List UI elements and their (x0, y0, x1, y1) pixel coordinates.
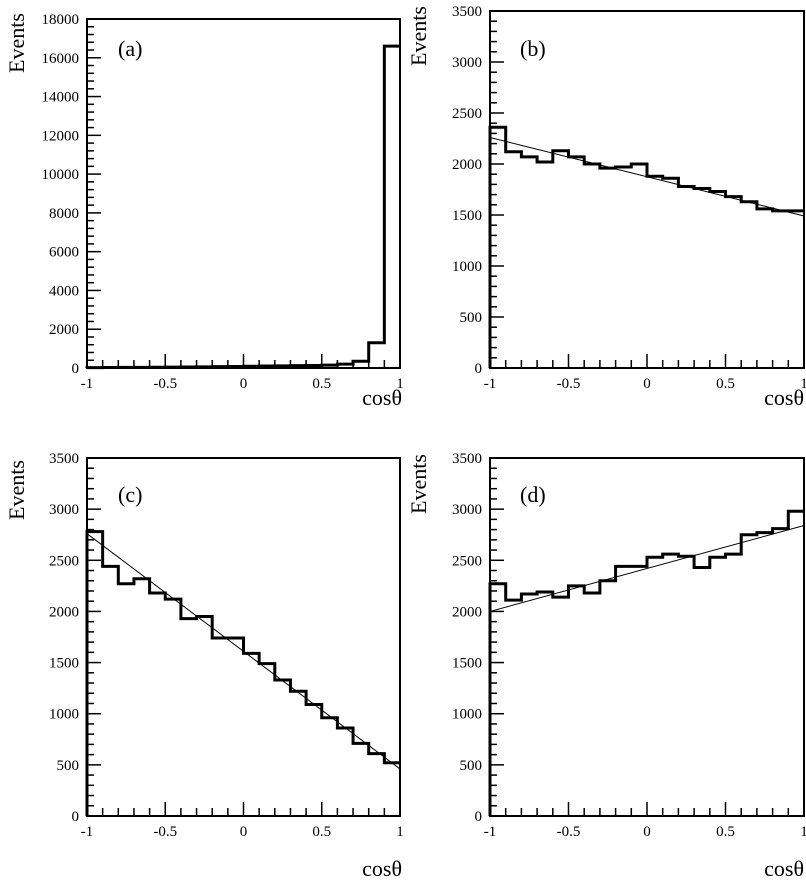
y-tick-label: 6000 (49, 245, 79, 261)
y-tick-label: 4000 (49, 283, 79, 299)
x-tick-label: -1 (81, 376, 94, 392)
x-tick-label: 0 (643, 376, 651, 392)
x-tick-label: 0 (240, 376, 248, 392)
y-tick-labels: 0 2000 4000 6000 8000 10000 12000 14000 16000 180… (42, 12, 80, 377)
x-tick-labels: -1 -0.5 0 0.5 1 (484, 376, 806, 392)
panel-label: (b) (520, 36, 546, 61)
y-tick-label: 3000 (452, 55, 482, 71)
x-tick-label: 1 (396, 824, 404, 840)
plot-frame (489, 457, 805, 817)
y-tick-label: 1000 (452, 707, 482, 723)
histogram (488, 125, 804, 368)
y-tick-label: 1000 (49, 707, 79, 723)
y-tick-label: 1500 (452, 656, 482, 672)
y-tick-label: 3000 (452, 502, 482, 518)
y-tick-label: 0 (72, 361, 80, 377)
y-tick-label: 16000 (42, 51, 80, 67)
x-tick-labels: -1 -0.5 0 0.5 1 (484, 824, 806, 840)
histogram (488, 509, 804, 816)
y-tick-label: 0 (475, 809, 483, 825)
panel-b: -1 -0.5 0 0.5 1 0 500 1000 1500 2000 2500 3000 3500… (406, 4, 806, 410)
fit-line (489, 525, 805, 612)
y-tick-label: 1500 (452, 208, 482, 224)
y-tick-labels: 0 500 1000 1500 2000 2500 3000 3500 (452, 4, 482, 377)
y-tick-label: 2500 (452, 553, 482, 569)
y-axis-title: Events (4, 460, 29, 520)
y-tick-label: 3500 (49, 451, 79, 467)
y-tick-label: 2500 (452, 106, 482, 122)
y-axis-title: Events (406, 6, 431, 66)
y-tick-label: 500 (57, 758, 80, 774)
panel-d: -1 -0.5 0 0.5 1 0 500 1000 1500 2000 2500 3000 3500… (406, 451, 806, 881)
y-tick-label: 2500 (49, 553, 79, 569)
panel-label: (c) (118, 482, 142, 507)
x-tick-label: -1 (484, 824, 497, 840)
x-tick-label: 0.5 (716, 376, 735, 392)
y-tick-label: 1000 (452, 259, 482, 275)
x-tick-label: -0.5 (153, 376, 177, 392)
y-tick-label: 3500 (452, 451, 482, 467)
x-tick-label: -0.5 (557, 824, 581, 840)
y-axis-title: Events (4, 13, 29, 73)
x-tick-label: 0.5 (312, 824, 331, 840)
tick-marks (86, 18, 401, 369)
panel-a: -1 -0.5 0 0.5 1 0 2000 4000 6000 8000 10000 12000 1… (4, 12, 404, 410)
x-tick-label: 0.5 (312, 376, 331, 392)
x-tick-label: 1 (800, 376, 806, 392)
y-tick-label: 2000 (49, 604, 79, 620)
panel-label: (a) (118, 36, 142, 61)
y-tick-label: 2000 (49, 322, 79, 338)
y-tick-label: 14000 (42, 90, 80, 106)
x-axis-title: cosθ (362, 385, 402, 410)
x-axis-title: cosθ (764, 385, 804, 410)
y-tick-label: 8000 (49, 206, 79, 222)
x-axis-title: cosθ (764, 856, 804, 881)
y-tick-label: 1500 (49, 656, 79, 672)
y-tick-label: 3500 (452, 4, 482, 20)
x-tick-label: -1 (81, 824, 94, 840)
y-tick-label: 500 (460, 310, 483, 326)
x-tick-label: -0.5 (153, 824, 177, 840)
y-tick-label: 500 (460, 758, 483, 774)
x-tick-labels: -1 -0.5 0 0.5 1 (81, 824, 404, 840)
y-tick-labels: 0 500 1000 1500 2000 2500 3000 3500 (49, 451, 79, 825)
panel-c: -1 -0.5 0 0.5 1 0 500 1000 1500 2000 2500 3000 3500… (4, 451, 404, 881)
x-tick-label: 0 (643, 824, 651, 840)
y-tick-label: 0 (72, 809, 80, 825)
y-tick-label: 2000 (452, 157, 482, 173)
y-tick-label: 2000 (452, 604, 482, 620)
x-tick-label: -0.5 (557, 376, 581, 392)
tick-marks (489, 457, 805, 817)
histogram (85, 530, 400, 816)
y-axis-title: Events (406, 454, 431, 514)
x-axis-title: cosθ (362, 856, 402, 881)
y-tick-label: 0 (475, 361, 483, 377)
x-tick-label: 0.5 (716, 824, 735, 840)
y-tick-labels: 0 500 1000 1500 2000 2500 3000 3500 (452, 451, 482, 825)
y-tick-label: 18000 (42, 12, 80, 28)
x-tick-labels: -1 -0.5 0 0.5 1 (81, 376, 404, 392)
y-tick-label: 12000 (42, 128, 80, 144)
plot-frame (489, 10, 805, 369)
x-tick-label: -1 (484, 376, 497, 392)
tick-marks (489, 10, 805, 369)
x-tick-label: 0 (240, 824, 248, 840)
plot-frame (86, 18, 401, 369)
x-tick-label: 1 (800, 824, 806, 840)
x-tick-label: 1 (396, 376, 404, 392)
panel-label: (d) (520, 482, 546, 507)
y-tick-label: 3000 (49, 502, 79, 518)
histogram (85, 44, 400, 370)
tick-marks (86, 457, 401, 817)
y-tick-label: 10000 (42, 167, 80, 183)
